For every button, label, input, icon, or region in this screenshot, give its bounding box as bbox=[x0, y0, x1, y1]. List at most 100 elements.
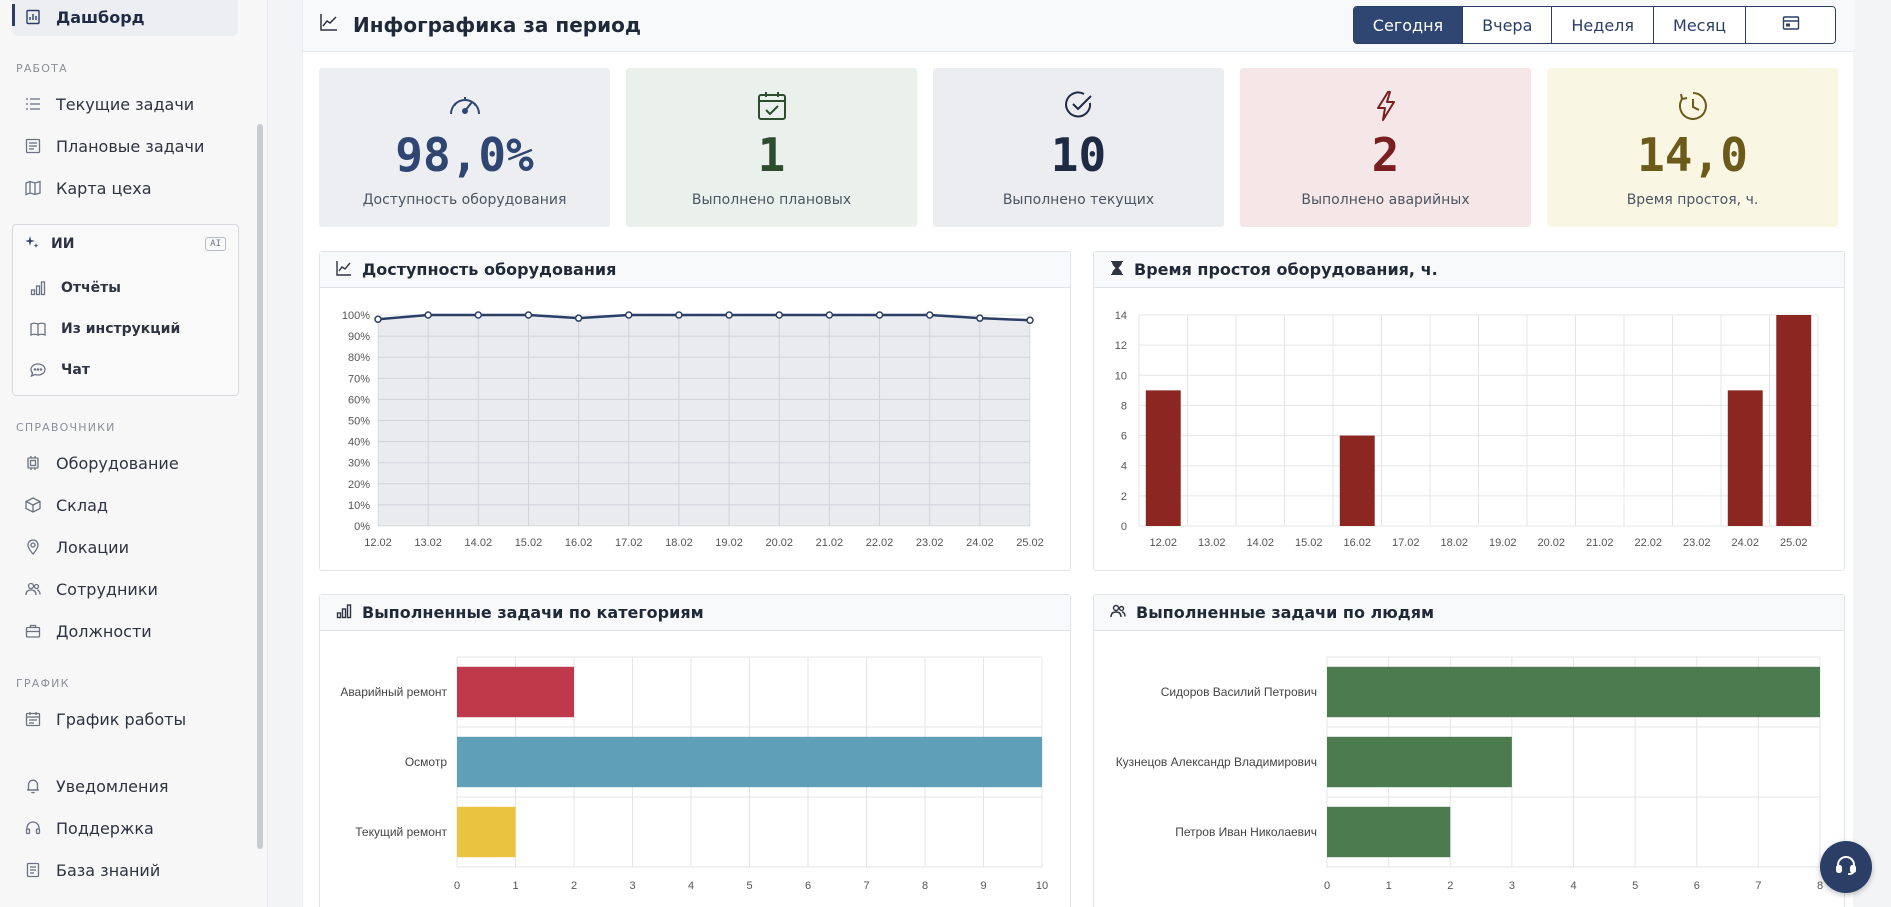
sidebar-item-label: Должности bbox=[56, 621, 152, 641]
sidebar-item-knowledge-base[interactable]: База знаний bbox=[24, 855, 160, 885]
x-tick-label: 12.02 bbox=[364, 537, 392, 549]
topbar: Инфографика за период Сегодня Вчера Неде… bbox=[303, 0, 1854, 52]
ai-section: ИИ AI Отчёты Из инструкций Чат bbox=[12, 224, 239, 396]
sidebar-item-employees[interactable]: Сотрудники bbox=[24, 574, 158, 604]
y-tick-label: Петров Иван Николаевич bbox=[1175, 825, 1317, 839]
check-circle-icon bbox=[933, 90, 1224, 120]
sidebar-item-label: Уведомления bbox=[56, 776, 169, 796]
x-tick-label: 13.02 bbox=[414, 537, 442, 549]
ai-badge: AI bbox=[205, 237, 226, 251]
briefcase-icon bbox=[24, 622, 42, 640]
sidebar-item-schedule[interactable]: График работы bbox=[24, 704, 186, 734]
y-tick-label: 4 bbox=[1121, 461, 1127, 473]
x-tick-label: 22.02 bbox=[866, 537, 894, 549]
bar bbox=[457, 736, 1042, 788]
data-point bbox=[474, 311, 483, 319]
ai-item-chat[interactable]: Чат bbox=[29, 356, 90, 384]
x-tick-label: 6 bbox=[1694, 880, 1700, 892]
list-icon bbox=[24, 95, 42, 113]
panel-availability: Доступность оборудования 0% 10% 20% 30% 40% 5… bbox=[319, 251, 1071, 571]
data-point bbox=[925, 311, 934, 319]
y-tick-label: 100% bbox=[342, 310, 370, 322]
sidebar-item-label: Склад bbox=[56, 495, 108, 515]
period-week-button[interactable]: Неделя bbox=[1551, 7, 1654, 43]
x-tick-label: 17.02 bbox=[1392, 537, 1420, 549]
data-point bbox=[625, 311, 633, 319]
x-tick-label: 18.02 bbox=[665, 537, 693, 549]
x-tick-label: 9 bbox=[980, 880, 986, 892]
calendar-icon bbox=[24, 710, 42, 728]
chip-icon bbox=[24, 454, 42, 472]
panel-categories: Выполненные задачи по категориям 0 1 2 3 4 5 6… bbox=[319, 594, 1071, 907]
data-point bbox=[775, 311, 783, 319]
x-tick-label: 5 bbox=[1632, 880, 1638, 892]
kpi-value: 2 bbox=[1371, 128, 1400, 182]
panel-header: Выполненные задачи по людям bbox=[1094, 595, 1844, 631]
y-tick-label: 6 bbox=[1121, 431, 1127, 443]
sidebar-item-dashboard[interactable]: Дашборд bbox=[24, 2, 145, 32]
panel-title: Выполненные задачи по категориям bbox=[362, 603, 704, 622]
sidebar-item-current-tasks[interactable]: Текущие задачи bbox=[24, 89, 194, 119]
sidebar-item-label: Локации bbox=[56, 537, 129, 557]
sidebar-item-notifications[interactable]: Уведомления bbox=[24, 771, 169, 801]
sidebar-item-equipment[interactable]: Оборудование bbox=[24, 448, 179, 478]
ai-item-label: Чат bbox=[61, 362, 90, 378]
box-icon bbox=[24, 496, 42, 514]
line-chart-icon bbox=[336, 260, 352, 280]
x-tick-label: 16.02 bbox=[565, 537, 593, 549]
sparkles-icon bbox=[25, 235, 39, 253]
panel-title: Доступность оборудования bbox=[362, 260, 617, 279]
sidebar-item-support[interactable]: Поддержка bbox=[24, 813, 154, 843]
x-tick-label: 25.02 bbox=[1780, 537, 1808, 549]
x-tick-label: 24.02 bbox=[966, 537, 994, 549]
period-month-button[interactable]: Месяц bbox=[1653, 7, 1745, 43]
x-tick-label: 6 bbox=[805, 880, 811, 892]
y-tick-label: 80% bbox=[348, 352, 370, 364]
period-custom-button[interactable] bbox=[1745, 7, 1835, 43]
bar bbox=[457, 806, 516, 858]
x-tick-label: 0 bbox=[454, 880, 460, 892]
x-tick-label: 20.02 bbox=[1537, 537, 1565, 549]
support-chat-button[interactable] bbox=[1820, 841, 1872, 893]
main-content: Инфографика за период Сегодня Вчера Неде… bbox=[302, 0, 1854, 907]
kpi-value: 14,0 bbox=[1637, 128, 1748, 182]
categories-chart: 0 1 2 3 4 5 6 7 8 9 10 Аварийный ремонт Осмотр Текущи… bbox=[340, 656, 1048, 892]
people-chart: 0 1 2 3 4 5 6 7 8 Сидоров Василий Петрович Кузнецо… bbox=[1116, 656, 1823, 892]
x-tick-label: 25.02 bbox=[1016, 537, 1044, 549]
sidebar-item-locations[interactable]: Локации bbox=[24, 532, 129, 562]
bar bbox=[1327, 736, 1512, 788]
sidebar-item-shop-map[interactable]: Карта цеха bbox=[24, 173, 152, 203]
ai-section-title: ИИ bbox=[25, 235, 74, 253]
bar bbox=[1145, 390, 1181, 526]
sidebar-scrollbar[interactable] bbox=[257, 124, 263, 849]
sidebar-item-planned-tasks[interactable]: Плановые задачи bbox=[24, 131, 204, 161]
bar bbox=[1327, 806, 1451, 858]
bar bbox=[1339, 435, 1375, 526]
sidebar-item-positions[interactable]: Должности bbox=[24, 616, 152, 646]
x-tick-label: 17.02 bbox=[615, 537, 643, 549]
data-point bbox=[675, 311, 683, 319]
section-heading-refs: СПРАВОЧНИКИ bbox=[16, 421, 116, 434]
sidebar-item-warehouse[interactable]: Склад bbox=[24, 490, 108, 520]
sidebar-item-label: Плановые задачи bbox=[56, 136, 205, 156]
data-point bbox=[1026, 316, 1034, 325]
y-tick-label: 14 bbox=[1115, 310, 1127, 322]
y-tick-label: Текущий ремонт bbox=[355, 825, 447, 839]
x-tick-label: 16.02 bbox=[1343, 537, 1371, 549]
kpi-value: 10 bbox=[1050, 128, 1107, 182]
data-point bbox=[976, 314, 984, 322]
y-tick-label: 90% bbox=[348, 331, 370, 343]
series-area bbox=[378, 315, 1030, 526]
x-tick-label: 15.02 bbox=[1295, 537, 1323, 549]
sidebar-active-bg bbox=[12, 0, 238, 36]
ai-item-reports[interactable]: Отчёты bbox=[29, 274, 121, 302]
ai-item-label: Отчёты bbox=[61, 280, 121, 296]
kpi-label: Доступность оборудования bbox=[362, 192, 567, 208]
period-yesterday-button[interactable]: Вчера bbox=[1462, 7, 1552, 43]
ai-item-instructions[interactable]: Из инструкций bbox=[29, 315, 180, 343]
map-pin-icon bbox=[24, 538, 42, 556]
data-point bbox=[424, 311, 432, 319]
y-tick-label: Сидоров Василий Петрович bbox=[1161, 685, 1317, 699]
x-tick-label: 22.02 bbox=[1634, 537, 1662, 549]
period-today-button[interactable]: Сегодня bbox=[1353, 7, 1463, 43]
